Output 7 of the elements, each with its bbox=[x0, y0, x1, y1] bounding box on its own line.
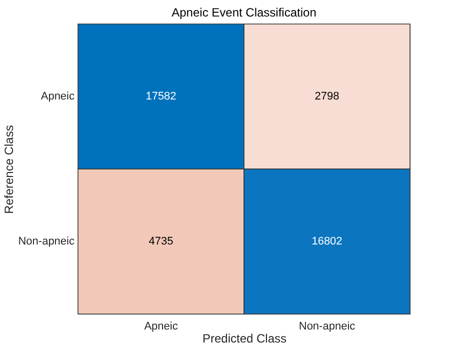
data-label: 17582 bbox=[146, 90, 176, 102]
data-label: 4735 bbox=[148, 236, 174, 248]
chart-title: Apneic Event Classification bbox=[172, 6, 316, 20]
data-label: 16802 bbox=[312, 236, 342, 248]
data-label: 2798 bbox=[314, 90, 340, 102]
y-axis-title: Reference Class bbox=[2, 125, 16, 214]
x-axis-title: Predicted Class bbox=[202, 332, 287, 346]
